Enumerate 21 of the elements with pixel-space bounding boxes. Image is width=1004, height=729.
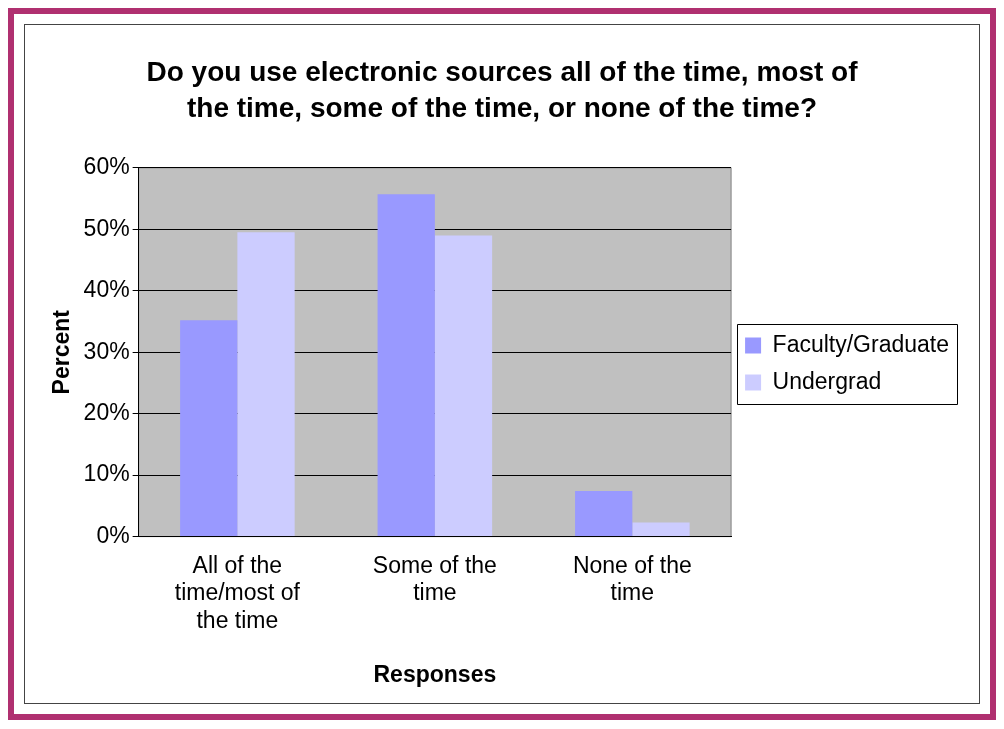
- bar: [434, 235, 493, 537]
- x-tick-label: None of the time: [572, 551, 692, 606]
- bar: [575, 491, 633, 537]
- y-tick-label: 60%: [83, 153, 130, 180]
- x-tick-label: All of the time/most of the time: [174, 551, 301, 633]
- y-tick-label: 30%: [83, 337, 130, 364]
- y-tick-label: 50%: [83, 214, 130, 241]
- bar: [377, 194, 435, 537]
- y-axis-title: Percent: [48, 309, 75, 395]
- y-tick-label: 20%: [83, 399, 130, 426]
- y-tick-label: 40%: [83, 276, 130, 303]
- bar: [180, 320, 238, 537]
- bar: [632, 522, 690, 537]
- legend-label: Faculty/Graduate: [772, 330, 949, 357]
- legend-label: Undergrad: [772, 367, 882, 394]
- x-axis-title: Responses: [373, 660, 497, 687]
- y-tick-label: 0%: [96, 521, 130, 548]
- bar: [237, 232, 295, 537]
- x-tick-label: Some of the time: [372, 551, 497, 606]
- chart-title: Do you use electronic sources all of the time, most of the time, some of the time, or none of the time?: [146, 55, 859, 124]
- y-tick-label: 10%: [83, 460, 130, 487]
